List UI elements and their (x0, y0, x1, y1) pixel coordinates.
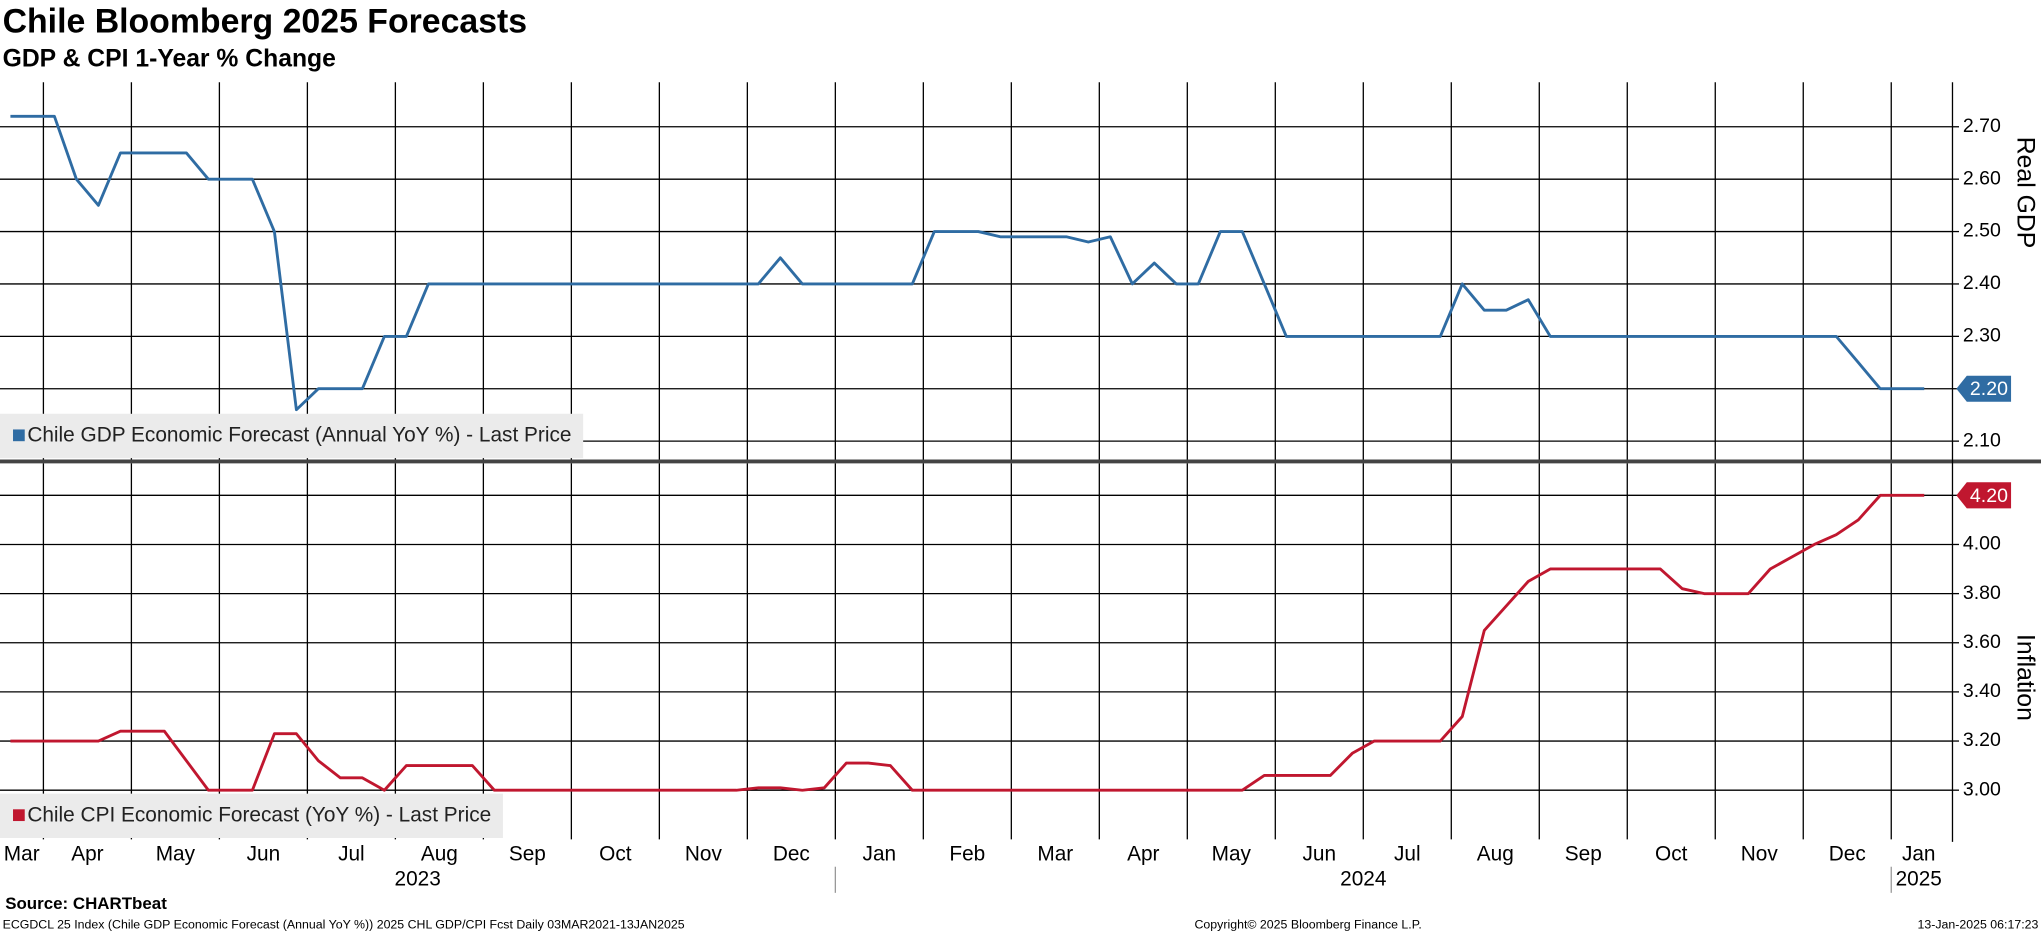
x-tick-label: May (156, 842, 196, 865)
line-series (10, 114, 1925, 412)
y-tick-label: 2.50 (1963, 220, 2001, 242)
last-value-tag (1956, 482, 2012, 509)
x-tick-label: Dec (1829, 842, 1866, 865)
x-tick-label: Jan (1902, 842, 1936, 865)
y-tick-label: 2.30 (1963, 325, 2001, 347)
legend-box (0, 413, 584, 459)
x-tick-label: Dec (773, 842, 810, 865)
year-label: 2023 (395, 867, 441, 890)
x-tick-label: Sep (1565, 842, 1602, 865)
y-tick-label: 2.60 (1963, 167, 2001, 189)
line-series (10, 493, 1925, 792)
x-tick-label: May (1212, 842, 1252, 865)
x-tick-label: Jul (338, 842, 365, 865)
x-tick-label: Mar (4, 842, 40, 865)
last-value-label: 4.20 (1970, 485, 2008, 507)
x-tick-label: Nov (685, 842, 723, 865)
y-axis-label: Inflation (2012, 634, 2039, 721)
x-tick-label: Apr (71, 842, 103, 865)
legend-label: Chile CPI Economic Forecast (YoY %) - La… (27, 803, 491, 826)
y-tick-label: 3.60 (1963, 631, 2001, 653)
y-tick-label: 3.20 (1963, 729, 2001, 751)
legend-swatch (13, 429, 25, 442)
year-label: 2024 (1340, 867, 1386, 890)
last-value-tag (1956, 375, 2012, 402)
y-axis-label: Real GDP (2012, 137, 2039, 249)
y-tick-label: 3.00 (1963, 778, 2001, 800)
legend-label: Chile GDP Economic Forecast (Annual YoY … (27, 423, 571, 446)
x-tick-label: Oct (1655, 842, 1688, 865)
x-tick-label: Aug (1477, 842, 1514, 865)
last-value-label: 2.20 (1970, 378, 2008, 400)
y-tick-label: 2.40 (1963, 272, 2001, 294)
footer-description: ECGDCL 25 Index (Chile GDP Economic Fore… (3, 918, 685, 932)
y-tick-label: 4.00 (1963, 533, 2001, 555)
x-tick-label: Jul (1394, 842, 1421, 865)
x-tick-label: Oct (599, 842, 632, 865)
chart-title: Chile Bloomberg 2025 Forecasts (3, 2, 528, 40)
x-tick-label: Aug (421, 842, 458, 865)
y-tick-label: 2.70 (1963, 115, 2001, 137)
x-tick-label: Mar (1037, 842, 1073, 865)
source: Source: CHARTbeat (5, 894, 167, 913)
x-tick-label: Jun (247, 842, 281, 865)
x-tick-label: Jan (863, 842, 897, 865)
y-tick-label: 3.80 (1963, 582, 2001, 604)
year-label: 2025 (1896, 867, 1942, 890)
x-tick-label: Apr (1127, 842, 1159, 865)
chart-subtitle: GDP & CPI 1-Year % Change (3, 46, 336, 73)
timestamp: 13-Jan-2025 06:17:23 (1917, 918, 2038, 932)
copyright: Copyright© 2025 Bloomberg Finance L.P. (1194, 918, 1421, 932)
y-tick-label: 3.40 (1963, 680, 2001, 702)
legend-box (0, 793, 503, 839)
x-tick-label: Nov (1741, 842, 1779, 865)
x-tick-label: Sep (509, 842, 546, 865)
legend-swatch (13, 809, 25, 822)
y-tick-label: 2.10 (1963, 429, 2001, 451)
x-tick-label: Feb (949, 842, 985, 865)
x-tick-label: Jun (1303, 842, 1337, 865)
